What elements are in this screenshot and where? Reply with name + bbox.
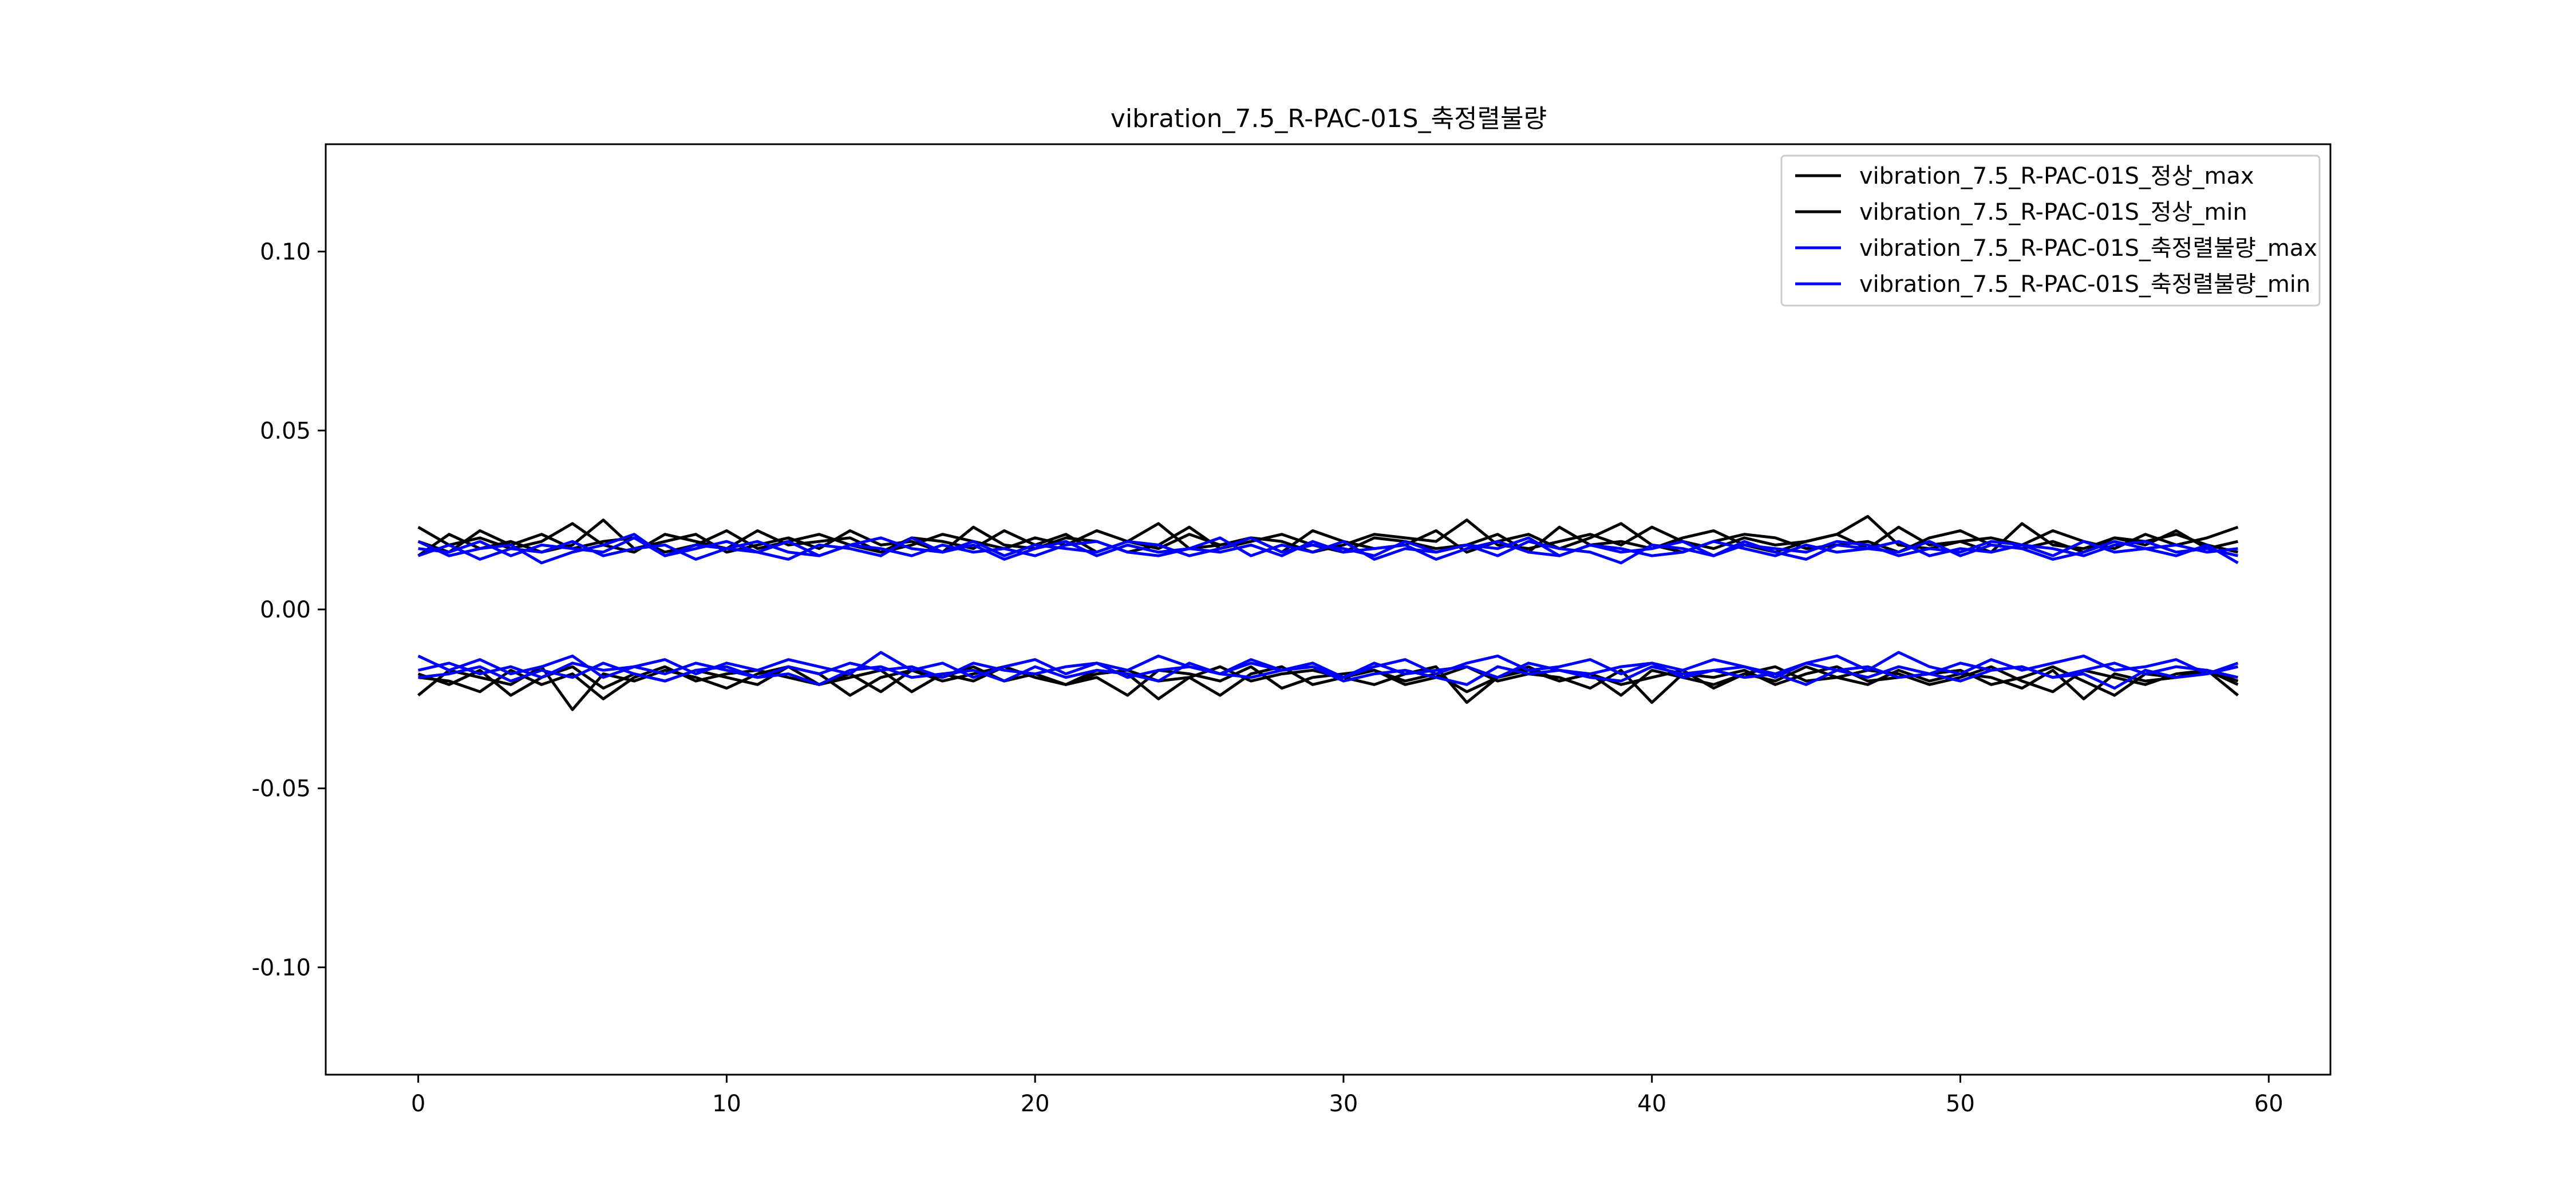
legend-frame bbox=[1780, 155, 2321, 307]
x-tick-label: 50 bbox=[1946, 1091, 1975, 1117]
y-tick-label: 0.00 bbox=[260, 597, 311, 623]
chart-title: vibration_7.5_R-PAC-01S_축정렬불량 bbox=[1111, 104, 1547, 133]
y-tick-label: 0.10 bbox=[260, 239, 311, 266]
series-line-11 bbox=[417, 651, 2239, 679]
y-tick-label: 0.05 bbox=[260, 418, 311, 444]
legend-label: vibration_7.5_R-PAC-01S_정상_max bbox=[1859, 163, 2254, 189]
x-tick-label: 0 bbox=[411, 1091, 425, 1117]
y-tick-label: -0.05 bbox=[252, 776, 311, 802]
series-line-12 bbox=[418, 662, 2238, 690]
series-line-10 bbox=[418, 662, 2238, 679]
legend-label: vibration_7.5_R-PAC-01S_축정렬불량_min bbox=[1859, 271, 2310, 298]
x-tick-label: 60 bbox=[2254, 1091, 2283, 1117]
plot-series-group bbox=[417, 514, 2239, 711]
x-tick-label: 20 bbox=[1021, 1091, 1050, 1117]
x-tick-label: 30 bbox=[1329, 1091, 1358, 1117]
series-line-5 bbox=[417, 665, 2239, 711]
legend-label: vibration_7.5_R-PAC-01S_정상_min bbox=[1859, 199, 2247, 225]
y-axis: 0.10 0.05 0.00 -0.05 -0.10 bbox=[252, 239, 326, 981]
series-line-9 bbox=[417, 540, 2238, 561]
series-line-3 bbox=[417, 522, 2238, 554]
y-tick-label: -0.10 bbox=[252, 955, 311, 981]
legend-label: vibration_7.5_R-PAC-01S_축정렬불량_max bbox=[1859, 235, 2317, 262]
x-axis: 0 10 20 30 40 50 60 bbox=[411, 1075, 2283, 1117]
legend: vibration_7.5_R-PAC-01S_정상_max vibration_… bbox=[1780, 155, 2321, 307]
x-tick-label: 10 bbox=[712, 1091, 741, 1117]
x-tick-label: 40 bbox=[1637, 1091, 1666, 1117]
